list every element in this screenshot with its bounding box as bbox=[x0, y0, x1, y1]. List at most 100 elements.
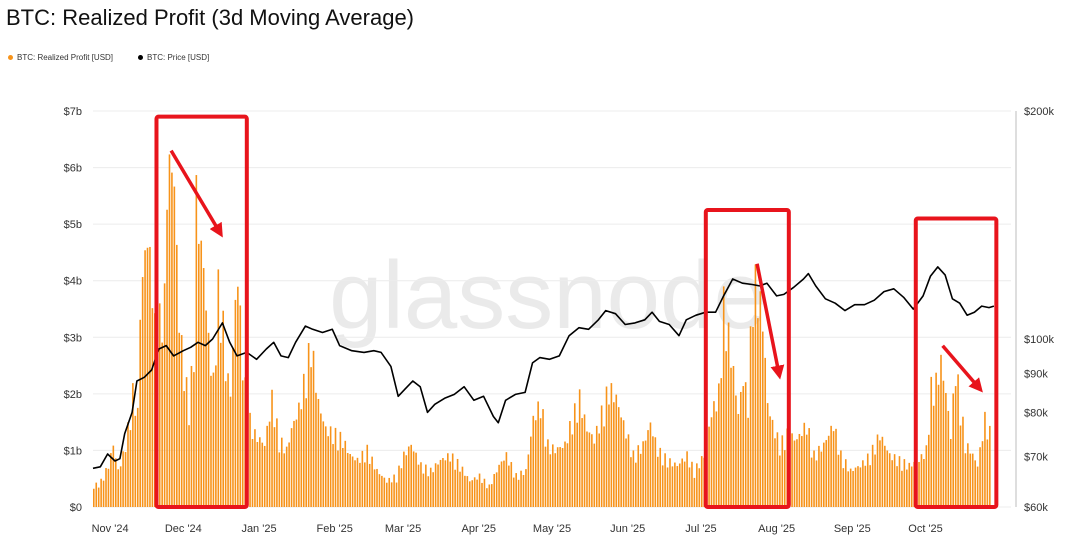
profit-bar bbox=[796, 439, 798, 507]
profit-bar bbox=[859, 467, 862, 507]
profit-bar bbox=[876, 434, 879, 507]
profit-bar bbox=[276, 418, 278, 507]
profit-bar bbox=[197, 243, 200, 508]
profit-bar bbox=[600, 405, 603, 507]
profit-bar bbox=[652, 436, 654, 507]
profit-bar bbox=[512, 477, 515, 507]
profit-bar bbox=[678, 463, 681, 507]
profit-bar bbox=[307, 343, 310, 507]
profit-bar bbox=[298, 402, 300, 507]
profit-bar bbox=[478, 473, 481, 507]
profit-bar bbox=[835, 428, 837, 507]
profit-bar bbox=[407, 446, 410, 507]
profit-bar bbox=[595, 425, 598, 507]
profit-bar bbox=[400, 468, 403, 507]
profit-bar bbox=[381, 475, 383, 507]
profit-bar bbox=[964, 453, 967, 507]
y-left-tick-label: $2b bbox=[64, 389, 82, 401]
profit-bar bbox=[603, 426, 605, 507]
profit-bar bbox=[373, 469, 376, 507]
profit-bar bbox=[783, 450, 786, 507]
profit-bar bbox=[735, 395, 737, 507]
profit-bar bbox=[661, 465, 664, 507]
profit-bar bbox=[776, 432, 779, 507]
profit-bar bbox=[573, 403, 576, 507]
profit-bar bbox=[886, 450, 889, 507]
profit-bar bbox=[581, 418, 583, 507]
profit-bar bbox=[637, 445, 640, 507]
profit-bar bbox=[398, 465, 400, 507]
profit-bar bbox=[422, 473, 425, 507]
price-line-layer bbox=[92, 266, 995, 470]
profit-bar bbox=[815, 460, 818, 507]
profit-bar bbox=[237, 286, 239, 507]
profit-bar bbox=[207, 332, 210, 507]
profit-bar bbox=[857, 466, 859, 507]
legend-item-realized-profit[interactable]: BTC: Realized Profit [USD] bbox=[8, 53, 113, 62]
profit-bar bbox=[339, 431, 342, 507]
profit-bar bbox=[757, 318, 759, 507]
profit-bar bbox=[263, 445, 266, 507]
profit-bar bbox=[588, 432, 591, 507]
profit-bar bbox=[801, 436, 803, 507]
profit-bar bbox=[464, 475, 466, 507]
profit-bar bbox=[349, 454, 351, 507]
profit-bar bbox=[261, 442, 264, 507]
profit-bar bbox=[280, 437, 283, 507]
profit-bar bbox=[302, 373, 305, 507]
profit-bar bbox=[671, 466, 674, 507]
profit-bar bbox=[525, 469, 527, 507]
profit-bar bbox=[127, 422, 129, 507]
profit-bar bbox=[259, 437, 261, 507]
x-tick-label: Jun '25 bbox=[610, 523, 645, 535]
profit-bar bbox=[981, 441, 984, 507]
profit-bar bbox=[576, 422, 579, 507]
trend-arrow bbox=[169, 149, 223, 238]
profit-bar bbox=[923, 459, 925, 507]
profit-bar bbox=[749, 326, 752, 507]
profit-bar bbox=[390, 482, 393, 507]
legend-label-price: BTC: Price [USD] bbox=[147, 53, 210, 62]
profit-bar bbox=[129, 430, 132, 507]
profit-bar bbox=[940, 354, 942, 507]
profit-bar bbox=[447, 453, 449, 507]
profit-bar bbox=[591, 434, 593, 507]
profit-bar bbox=[906, 469, 908, 507]
profit-bar bbox=[854, 467, 857, 507]
profit-bar bbox=[466, 476, 469, 507]
profit-bar bbox=[493, 474, 496, 507]
profit-bar bbox=[410, 444, 412, 507]
profit-bar bbox=[627, 434, 630, 507]
profit-bar bbox=[710, 417, 713, 507]
x-tick-label: Jan '25 bbox=[241, 523, 276, 535]
profit-bar bbox=[454, 469, 456, 507]
profit-bar bbox=[388, 477, 391, 507]
profit-bar bbox=[874, 454, 876, 507]
profit-bar bbox=[556, 447, 559, 507]
profit-bar bbox=[312, 350, 315, 507]
legend-item-price[interactable]: BTC: Price [USD] bbox=[138, 53, 209, 62]
price-line bbox=[92, 266, 995, 470]
y-right-tick-label: $80k bbox=[1024, 407, 1048, 419]
profit-bar bbox=[898, 456, 901, 507]
profit-bar bbox=[232, 347, 234, 507]
profit-bar bbox=[134, 415, 137, 507]
profit-bar bbox=[598, 433, 600, 507]
profit-bar bbox=[908, 462, 911, 507]
profit-bar bbox=[959, 425, 962, 507]
profit-bar bbox=[393, 474, 395, 507]
profit-bar bbox=[554, 453, 557, 507]
profit-bar bbox=[813, 450, 815, 507]
profit-bar bbox=[832, 431, 835, 507]
profit-bar bbox=[659, 447, 662, 507]
profit-bar bbox=[459, 471, 461, 507]
profit-bar bbox=[468, 481, 471, 507]
profit-bar bbox=[656, 456, 659, 507]
profit-bar bbox=[727, 322, 730, 507]
x-tick-label: Feb '25 bbox=[317, 523, 353, 535]
profit-bar bbox=[586, 431, 588, 507]
profit-bar bbox=[669, 458, 671, 507]
x-tick-label: Mar '25 bbox=[385, 523, 421, 535]
profit-bar bbox=[808, 428, 810, 507]
profit-bar bbox=[542, 409, 544, 507]
